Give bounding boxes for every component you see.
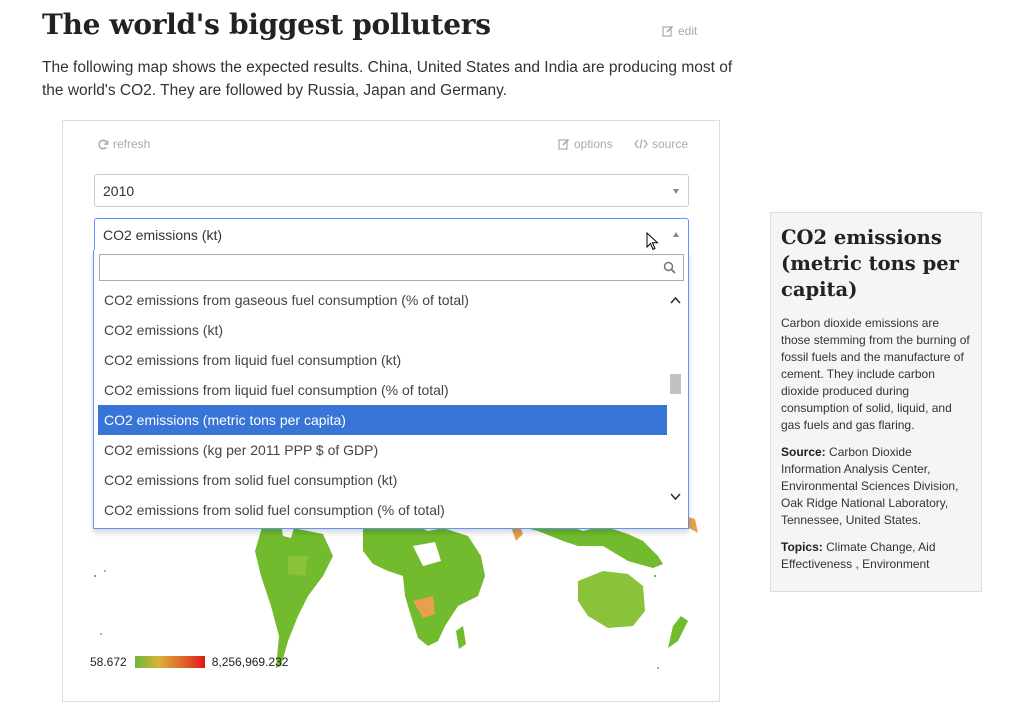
- source-text: Carbon Dioxide Information Analysis Cent…: [781, 445, 959, 527]
- dropdown-option[interactable]: CO2 emissions (metric tons per capita): [98, 405, 667, 435]
- source-button[interactable]: source: [634, 137, 688, 151]
- indicator-select[interactable]: CO2 emissions (kt): [94, 218, 689, 251]
- chevron-up-icon[interactable]: [670, 296, 681, 304]
- page-title: The world's biggest polluters: [42, 8, 491, 41]
- indicator-dropdown: CO2 emissions from gaseous fuel consumpt…: [93, 250, 689, 529]
- indicator-info-panel: CO2 emissions (metric tons per capita) C…: [770, 212, 982, 592]
- info-title: CO2 emissions (metric tons per capita): [781, 226, 959, 301]
- refresh-button[interactable]: refresh: [98, 137, 150, 151]
- chevron-down-icon[interactable]: [670, 493, 681, 501]
- australia-region: [578, 571, 688, 648]
- info-topics: Topics: Climate Change, Aid Effectivenes…: [781, 539, 971, 573]
- map-legend: 58.672 8,256,969.232: [90, 655, 288, 669]
- info-source: Source: Carbon Dioxide Information Analy…: [781, 444, 971, 529]
- legend-min: 58.672: [90, 655, 127, 669]
- dropdown-option[interactable]: CO2 emissions from solid fuel consumptio…: [104, 472, 398, 488]
- info-description: Carbon dioxide emissions are those stemm…: [781, 316, 970, 432]
- dropdown-options-list: CO2 emissions from gaseous fuel consumpt…: [98, 285, 667, 525]
- dropdown-search-input[interactable]: [100, 255, 683, 280]
- africa-region: [363, 521, 485, 649]
- world-map[interactable]: [83, 516, 703, 676]
- refresh-label: refresh: [113, 137, 151, 151]
- options-button[interactable]: options: [558, 137, 613, 151]
- dropdown-scrollbar[interactable]: [667, 285, 684, 525]
- dropdown-search: [99, 254, 684, 281]
- year-select-value: 2010: [103, 183, 135, 199]
- year-select[interactable]: 2010: [94, 174, 689, 207]
- scroll-thumb[interactable]: [670, 374, 681, 394]
- dropdown-option[interactable]: CO2 emissions from liquid fuel consumpti…: [104, 382, 449, 398]
- intro-text: The following map shows the expected res…: [42, 59, 733, 99]
- dropdown-option[interactable]: CO2 emissions from liquid fuel consumpti…: [104, 352, 402, 368]
- topics-heading: Topics:: [781, 540, 823, 554]
- indicator-select-value: CO2 emissions (kt): [103, 227, 223, 243]
- dropdown-option[interactable]: CO2 emissions (kt): [104, 322, 224, 338]
- refresh-icon: [98, 139, 109, 149]
- legend-max: 8,256,969.232: [211, 655, 289, 669]
- edit-icon: [662, 25, 674, 37]
- mouse-cursor-icon: [646, 232, 659, 251]
- options-label: options: [574, 137, 613, 151]
- chevron-up-icon: [673, 232, 679, 237]
- south-america-region: [255, 524, 333, 668]
- code-icon: [634, 139, 648, 149]
- islands: [93, 570, 659, 669]
- legend-gradient: [134, 656, 205, 668]
- topics-text: Climate Change, Aid Effectiveness , Envi…: [781, 540, 936, 571]
- source-heading: Source:: [781, 445, 826, 459]
- edit-link[interactable]: edit: [662, 24, 697, 38]
- dropdown-option[interactable]: CO2 emissions from solid fuel consumptio…: [104, 502, 445, 518]
- edit-icon: [558, 138, 570, 150]
- dropdown-option[interactable]: CO2 emissions from gaseous fuel consumpt…: [104, 292, 469, 308]
- chevron-down-icon: [673, 189, 679, 194]
- search-icon: [663, 261, 676, 274]
- source-label: source: [652, 137, 689, 151]
- dropdown-option[interactable]: CO2 emissions (kg per 2011 PPP $ of GDP): [104, 442, 379, 458]
- edit-label: edit: [678, 24, 698, 38]
